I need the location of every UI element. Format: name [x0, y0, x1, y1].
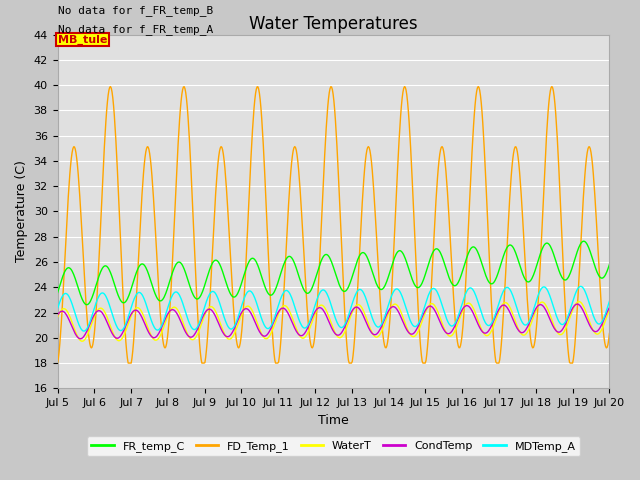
Title: Water Temperatures: Water Temperatures: [249, 15, 418, 33]
Legend: FR_temp_C, FD_Temp_1, WaterT, CondTemp, MDTemp_A: FR_temp_C, FD_Temp_1, WaterT, CondTemp, …: [87, 436, 580, 456]
Text: MB_tule: MB_tule: [58, 35, 107, 45]
Text: No data for f_FR_temp_A: No data for f_FR_temp_A: [58, 24, 212, 35]
Y-axis label: Temperature (C): Temperature (C): [15, 160, 28, 263]
Text: No data for f_FR_temp_B: No data for f_FR_temp_B: [58, 5, 212, 16]
X-axis label: Time: Time: [318, 414, 349, 427]
